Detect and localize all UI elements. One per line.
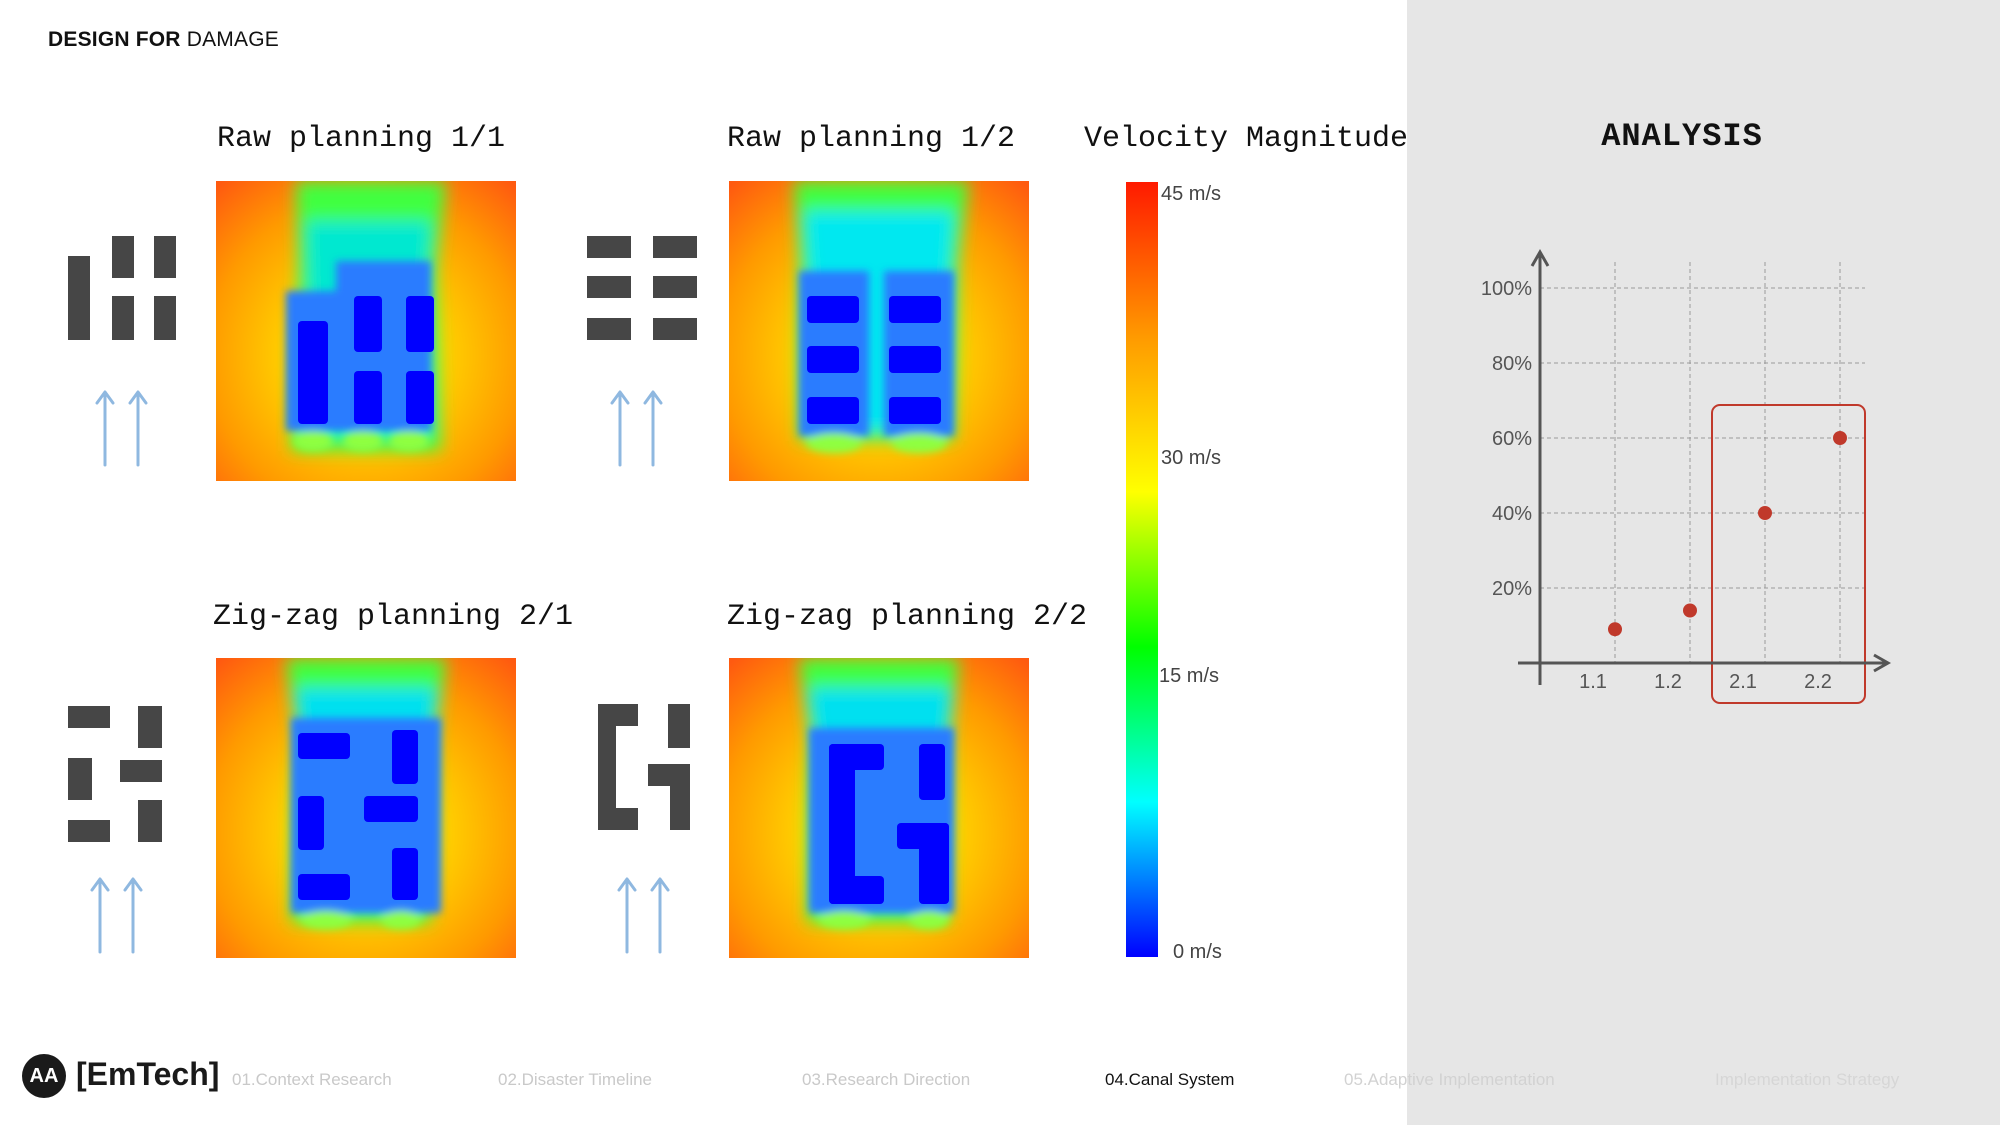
plan-diagram-zigzag-2-1: [66, 702, 186, 847]
nav-item-canal-system[interactable]: 04.Canal System: [1105, 1070, 1235, 1089]
panel-title-raw-1-2: Raw planning 1/2: [727, 122, 1016, 156]
page-header: DESIGN FOR DAMAGE: [48, 28, 279, 52]
y-tick-label: 60%: [1492, 428, 1532, 450]
building-block: [653, 276, 697, 298]
velocity-sim-raw-1-1: [216, 181, 516, 481]
velocity-sim-zigzag-2-2: [729, 658, 1029, 958]
data-point: [1833, 431, 1847, 445]
x-tick-label: 2.1: [1729, 671, 1757, 693]
analysis-title: ANALYSIS: [1601, 118, 1763, 155]
x-tick-label: 2.2: [1804, 671, 1832, 693]
colorbar-label-15: 15 m/s: [1159, 665, 1220, 687]
y-tick-label: 40%: [1492, 503, 1532, 525]
building-block: [653, 236, 697, 258]
building-block: [653, 318, 697, 340]
colorbar-title: Velocity Magnitude: [1084, 122, 1409, 156]
building-block: [68, 706, 110, 728]
building-block: [587, 236, 631, 258]
building-block: [587, 318, 631, 340]
building-block: [598, 808, 638, 830]
panel-title-raw-1-1: Raw planning 1/1: [217, 122, 506, 156]
colorbar-label-min: 0 m/s: [1173, 941, 1222, 963]
highlight-box: [1711, 404, 1866, 704]
plan-diagram-zigzag-2-2: [596, 702, 716, 847]
velocity-sim-zigzag-2-1: [216, 658, 516, 958]
building-block: [154, 236, 176, 278]
building-block: [138, 706, 162, 748]
velocity-colorbar: [1126, 182, 1158, 957]
building-block: [138, 800, 162, 842]
y-axis-arrow: [1530, 248, 1550, 267]
header-bold: DESIGN FOR: [48, 28, 181, 51]
wind-arrows-icon: [617, 877, 670, 954]
nav-item-context-research[interactable]: 01.Context Research: [232, 1070, 392, 1089]
y-tick-label: 80%: [1492, 353, 1532, 375]
data-point: [1608, 622, 1622, 637]
wind-arrows-icon: [95, 390, 148, 467]
building-block: [120, 760, 162, 782]
velocity-sim-raw-1-2: [729, 181, 1029, 481]
wind-arrows-icon: [90, 877, 143, 954]
analysis-scatter-chart: 100% 80% 60% 40% 20% 1.1 1.2 2.1 2.2: [1481, 248, 1892, 704]
nav-item-implementation-strategy[interactable]: Implementation Strategy: [1715, 1070, 1900, 1089]
x-tick-label: 1.1: [1579, 671, 1607, 693]
y-tick-label: 20%: [1492, 578, 1532, 600]
footer-brand: [EmTech]: [76, 1056, 220, 1092]
building-block: [668, 704, 690, 748]
wind-arrows-icon: [610, 390, 663, 467]
panel-title-zigzag-2-2: Zig-zag planning 2/2: [727, 600, 1088, 634]
building-block: [598, 704, 616, 800]
building-block: [587, 276, 631, 298]
nav-item-disaster-timeline[interactable]: 02.Disaster Timeline: [498, 1070, 653, 1089]
colorbar-label-30: 30 m/s: [1161, 447, 1222, 469]
data-point: [1683, 603, 1697, 618]
building-block: [68, 758, 92, 800]
building-block: [112, 296, 134, 340]
x-axis-arrow: [1873, 653, 1892, 673]
building-block: [670, 764, 690, 830]
nav-item-research-direction[interactable]: 03.Research Direction: [802, 1070, 971, 1089]
analysis-panel-bg: [1407, 0, 2000, 1125]
building-block: [68, 256, 90, 340]
building-block: [112, 236, 134, 278]
emtech-logo-icon: AA: [22, 1054, 66, 1098]
nav-item-adaptive[interactable]: 05.Adaptive Implementation: [1344, 1070, 1555, 1089]
y-tick-label: 100%: [1481, 278, 1532, 300]
plan-diagram-raw-1-1: [66, 234, 186, 344]
building-block: [154, 296, 176, 340]
x-tick-label: 1.2: [1654, 671, 1682, 693]
header-rest: DAMAGE: [186, 28, 279, 51]
data-point: [1758, 506, 1772, 520]
colorbar-label-max: 45 m/s: [1161, 183, 1222, 205]
panel-title-zigzag-2-1: Zig-zag planning 2/1: [213, 600, 574, 634]
plan-diagram-raw-1-2: [587, 234, 707, 344]
building-block: [68, 820, 110, 842]
